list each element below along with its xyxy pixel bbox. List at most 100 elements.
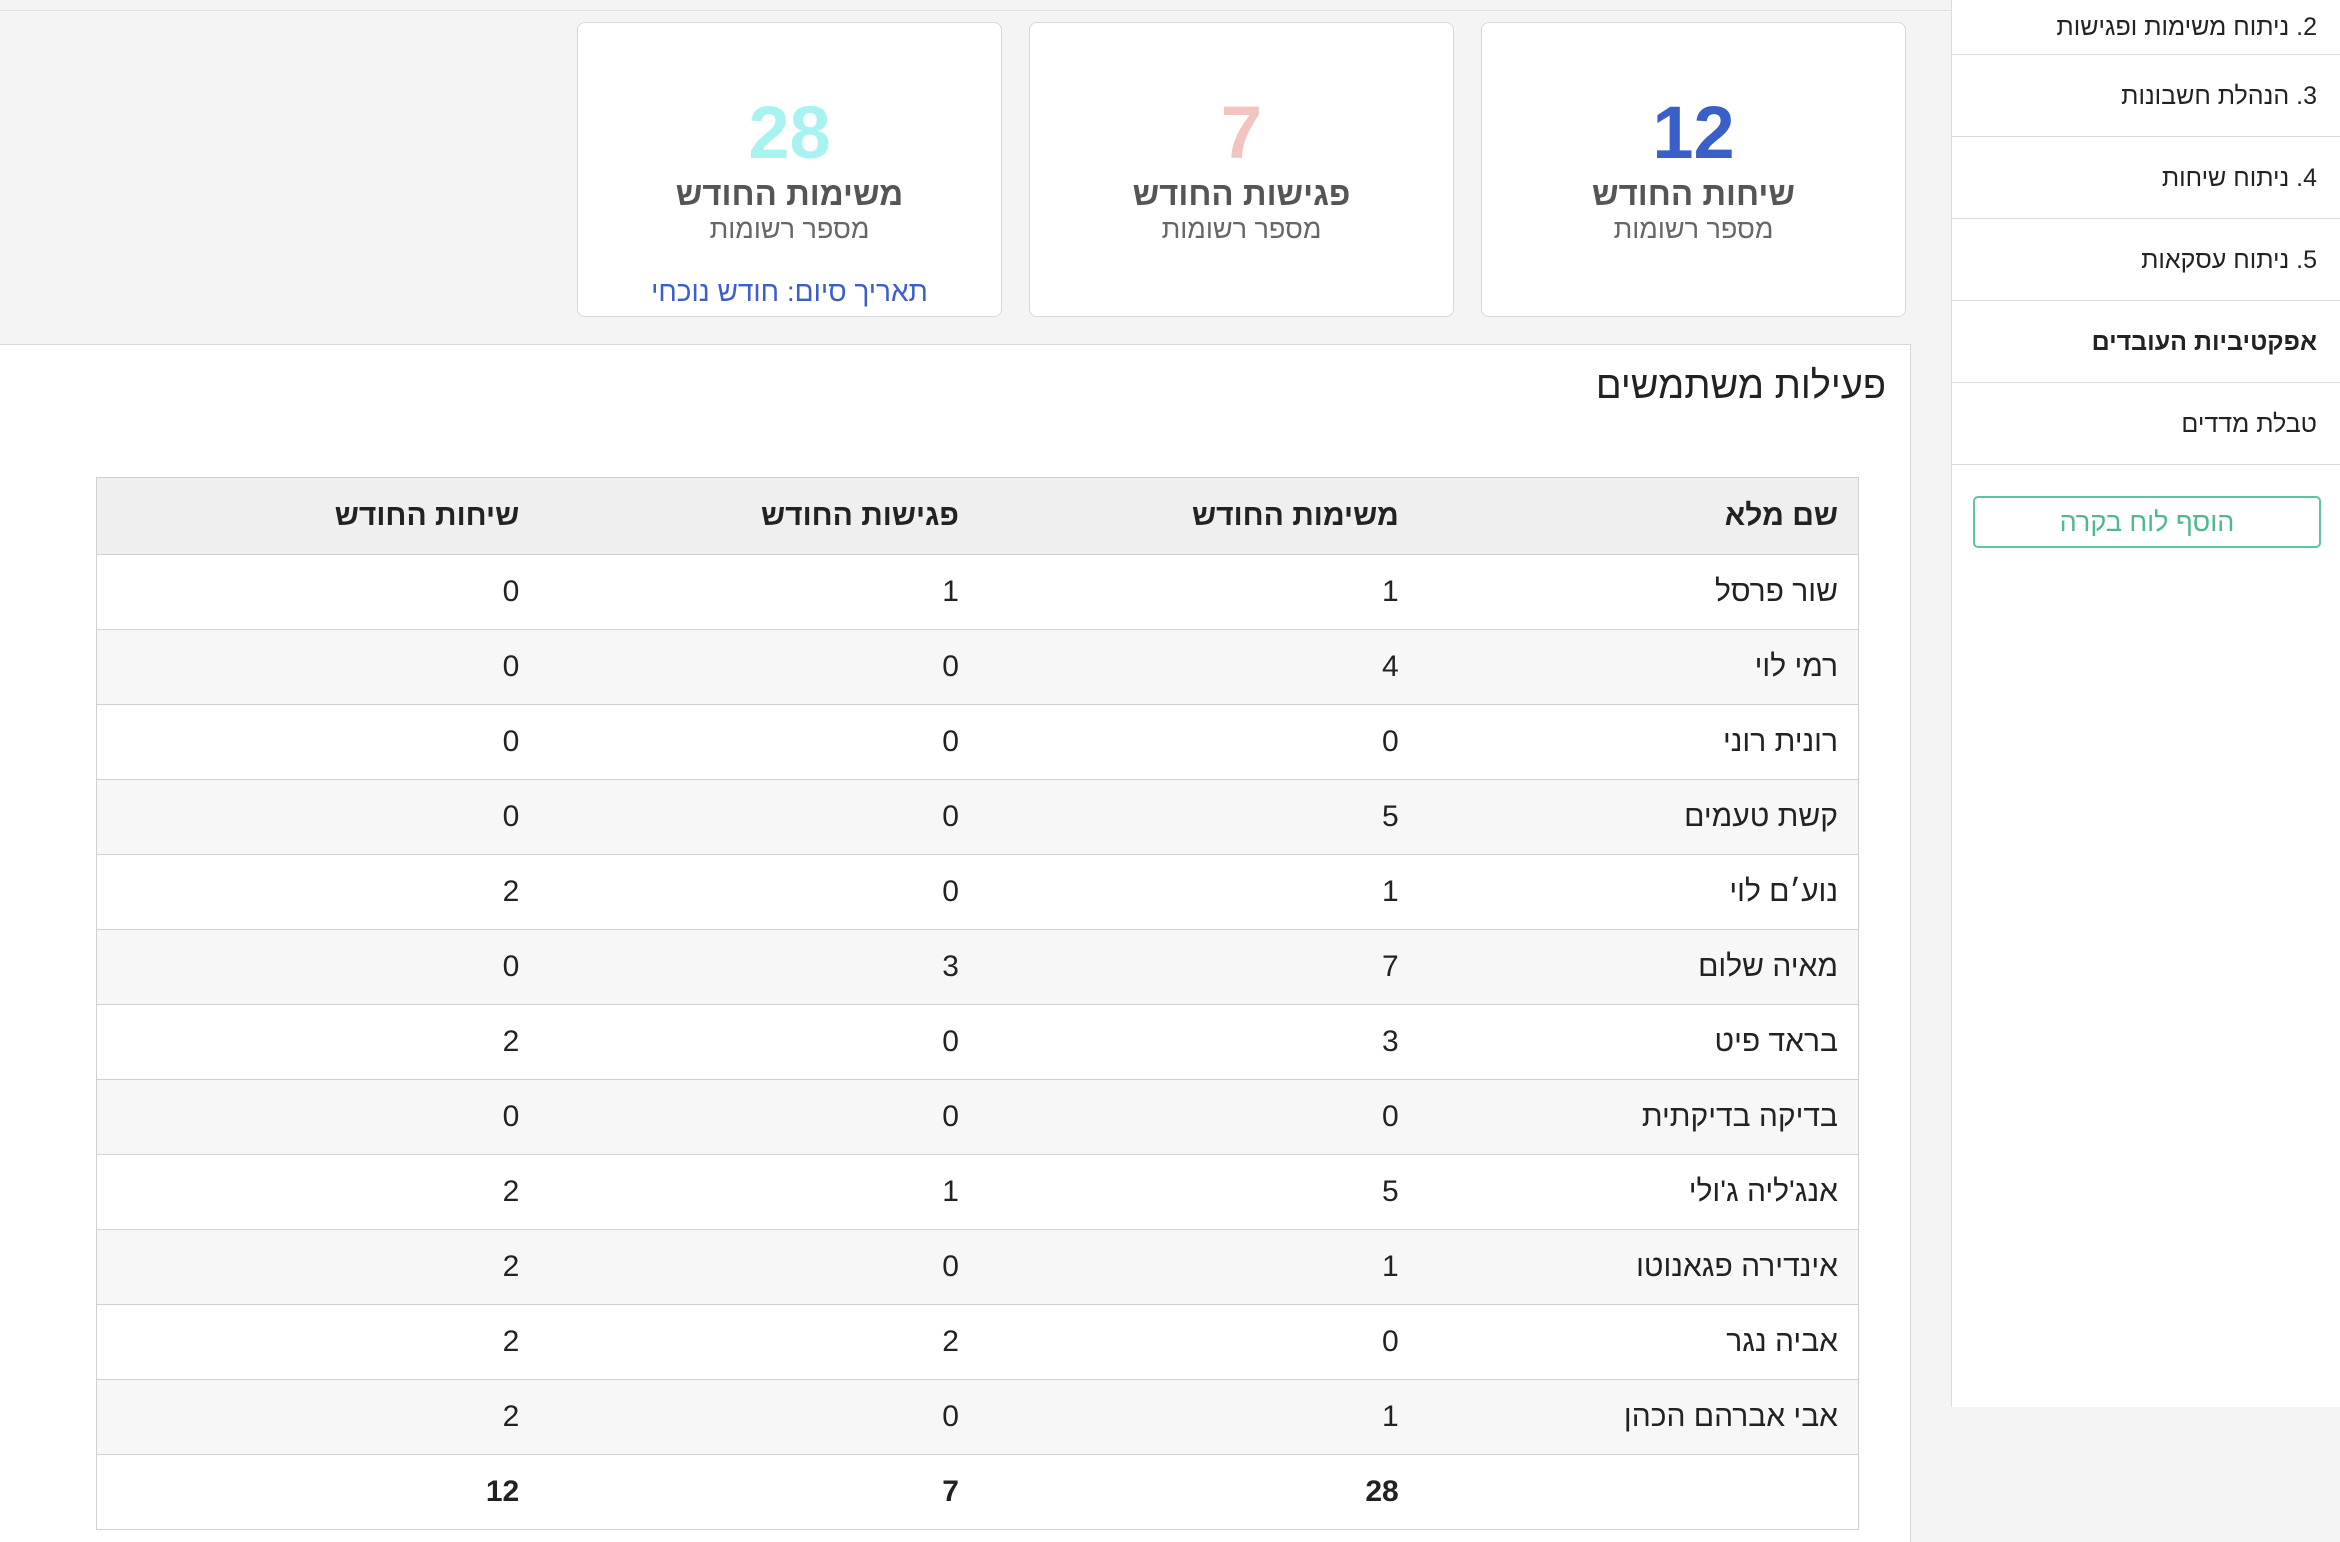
cell-calls: 0: [96, 779, 540, 855]
table-row[interactable]: אינדירה פגאנוטו 1 0 2: [96, 1229, 1859, 1305]
sidebar-footer-area: [1951, 1407, 2340, 1542]
table-row[interactable]: רונית רוני 0 0 0: [96, 704, 1859, 780]
stat-card-calls: 12 שיחות החודש מספר רשומות: [1481, 22, 1906, 317]
table-row[interactable]: בדיקה בדיקתית 0 0 0: [96, 1079, 1859, 1155]
sidebar-item-deals-analysis[interactable]: 5. ניתוח עסקאות: [1952, 219, 2340, 301]
cell-meetings: 0: [539, 1229, 979, 1305]
sidebar-item-label: אפקטיביות העובדים: [2091, 328, 2317, 356]
table-row[interactable]: נוע׳ם לוי 1 0 2: [96, 854, 1859, 930]
cell-calls: 2: [96, 1004, 540, 1080]
cell-name: בדיקה בדיקתית: [1418, 1079, 1859, 1155]
sidebar-item-employee-effectiveness[interactable]: אפקטיביות העובדים: [1952, 301, 2340, 383]
stat-card-meetings: 7 פגישות החודש מספר רשומות: [1029, 22, 1454, 317]
cell-meetings: 0: [539, 1004, 979, 1080]
table-totals-row: 28 7 12: [96, 1454, 1859, 1530]
total-cell-meetings: 7: [539, 1454, 979, 1530]
sidebar-item-bookkeeping[interactable]: 3. הנהלת חשבונות: [1952, 55, 2340, 137]
stat-card-subtitle: מספר רשומות: [1161, 214, 1322, 244]
cell-tasks: 7: [978, 929, 1419, 1005]
table-header-row: שם מלא משימות החודש פגישות החודש שיחות ה…: [96, 477, 1859, 555]
stat-card-title: משימות החודש: [675, 175, 904, 212]
stat-card-title: שיחות החודש: [1592, 175, 1795, 212]
stat-card-number: 7: [1220, 91, 1263, 174]
stat-card-filter-link[interactable]: תאריך סיום: חודש נוכחי: [651, 276, 928, 307]
column-header-calls[interactable]: שיחות החודש: [96, 477, 540, 555]
table-row[interactable]: מאיה שלום 7 3 0: [96, 929, 1859, 1005]
cell-tasks: 5: [978, 1154, 1419, 1230]
cell-meetings: 2: [539, 1304, 979, 1380]
cell-name: נוע׳ם לוי: [1418, 854, 1859, 930]
stat-card-subtitle: מספר רשומות: [1613, 214, 1774, 244]
table-row[interactable]: אנג'ליה ג'ולי 5 1 2: [96, 1154, 1859, 1230]
cell-calls: 2: [96, 1229, 540, 1305]
cell-calls: 2: [96, 1379, 540, 1455]
cell-meetings: 3: [539, 929, 979, 1005]
user-activity-table: שם מלא משימות החודש פגישות החודש שיחות ה…: [96, 477, 1859, 1530]
cell-calls: 0: [96, 1079, 540, 1155]
stat-card-title: פגישות החודש: [1132, 175, 1351, 212]
cell-name: אבי אברהם הכהן: [1418, 1379, 1859, 1455]
cell-meetings: 1: [539, 1154, 979, 1230]
cell-name: אנג'ליה ג'ולי: [1418, 1154, 1859, 1230]
cell-meetings: 0: [539, 629, 979, 705]
cell-tasks: 5: [978, 779, 1419, 855]
cell-tasks: 1: [978, 854, 1419, 930]
column-header-meetings[interactable]: פגישות החודש: [539, 477, 979, 555]
cell-calls: 2: [96, 1154, 540, 1230]
cell-tasks: 4: [978, 629, 1419, 705]
sidebar-item-metrics-table[interactable]: טבלת מדדים: [1952, 383, 2340, 465]
table-row[interactable]: רמי לוי 4 0 0: [96, 629, 1859, 705]
cell-name: אינדירה פגאנוטו: [1418, 1229, 1859, 1305]
cell-meetings: 0: [539, 854, 979, 930]
cell-name: אביה נגר: [1418, 1304, 1859, 1380]
sidebar-item-label: 3. הנהלת חשבונות: [2121, 82, 2317, 110]
cell-tasks: 0: [978, 1079, 1419, 1155]
user-activity-panel: פעילות משתמשים שם מלא משימות החודש פגישו…: [0, 344, 1911, 1542]
total-cell-tasks: 28: [978, 1454, 1419, 1530]
cell-calls: 0: [96, 629, 540, 705]
cell-calls: 2: [96, 854, 540, 930]
stat-card-subtitle: מספר רשומות: [709, 214, 870, 244]
stat-card-number: 12: [1652, 91, 1735, 174]
total-cell-calls: 12: [96, 1454, 540, 1530]
cell-name: שור פרסל: [1418, 554, 1859, 630]
sidebar-item-label: 4. ניתוח שיחות: [2161, 164, 2317, 192]
column-header-tasks[interactable]: משימות החודש: [978, 477, 1419, 555]
cell-name: קשת טעמים: [1418, 779, 1859, 855]
cell-tasks: 3: [978, 1004, 1419, 1080]
cell-calls: 0: [96, 929, 540, 1005]
stat-card-tasks: 28 משימות החודש מספר רשומות תאריך סיום: …: [577, 22, 1002, 317]
cell-name: רמי לוי: [1418, 629, 1859, 705]
cell-calls: 0: [96, 704, 540, 780]
cell-meetings: 0: [539, 704, 979, 780]
cell-name: רונית רוני: [1418, 704, 1859, 780]
cell-name: מאיה שלום: [1418, 929, 1859, 1005]
sidebar-item-calls-analysis[interactable]: 4. ניתוח שיחות: [1952, 137, 2340, 219]
table-row[interactable]: אביה נגר 0 2 2: [96, 1304, 1859, 1380]
table-row[interactable]: אבי אברהם הכהן 1 0 2: [96, 1379, 1859, 1455]
table-row[interactable]: קשת טעמים 5 0 0: [96, 779, 1859, 855]
sidebar-item-label: טבלת מדדים: [2181, 410, 2317, 438]
cell-tasks: 1: [978, 1379, 1419, 1455]
stat-card-number: 28: [748, 91, 831, 174]
sidebar-item-tasks-meetings-analysis[interactable]: 2. ניתוח משימות ופגישות: [1952, 0, 2340, 55]
cell-meetings: 1: [539, 554, 979, 630]
cell-tasks: 0: [978, 704, 1419, 780]
total-cell-name: [1418, 1454, 1859, 1530]
table-row[interactable]: שור פרסל 1 1 0: [96, 554, 1859, 630]
cell-calls: 2: [96, 1304, 540, 1380]
cell-tasks: 0: [978, 1304, 1419, 1380]
cell-meetings: 0: [539, 1379, 979, 1455]
cell-tasks: 1: [978, 1229, 1419, 1305]
cell-name: בראד פיט: [1418, 1004, 1859, 1080]
cell-calls: 0: [96, 554, 540, 630]
cell-meetings: 0: [539, 1079, 979, 1155]
sidebar: 2. ניתוח משימות ופגישות 3. הנהלת חשבונות…: [1951, 0, 2340, 1407]
table-row[interactable]: בראד פיט 3 0 2: [96, 1004, 1859, 1080]
cell-tasks: 1: [978, 554, 1419, 630]
add-dashboard-button[interactable]: הוסף לוח בקרה: [1973, 496, 2321, 548]
sidebar-item-label: 2. ניתוח משימות ופגישות: [2056, 13, 2317, 41]
top-bar: [0, 0, 1951, 11]
column-header-full-name[interactable]: שם מלא: [1418, 477, 1859, 555]
sidebar-item-label: 5. ניתוח עסקאות: [2141, 246, 2317, 274]
